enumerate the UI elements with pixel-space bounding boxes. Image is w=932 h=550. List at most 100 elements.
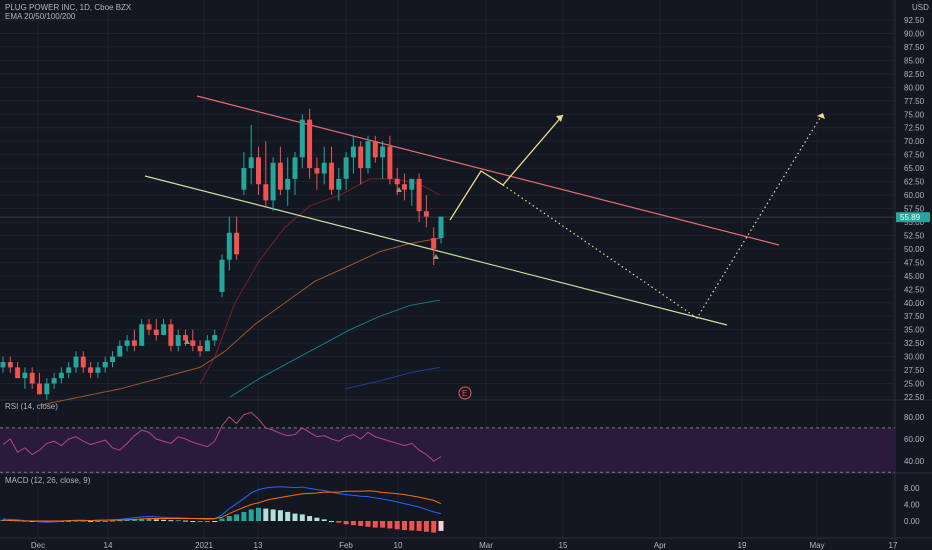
time-tick: 14 [104,541,113,550]
macd-hist-bar [387,521,393,529]
projection-dotted-path[interactable] [502,112,824,319]
macd-hist-bar [292,513,298,521]
price-tick: 57.50 [904,205,925,214]
price-tick: 80.00 [904,83,925,92]
price-tick: 27.50 [904,366,925,375]
macd-hist-bar [358,521,364,526]
candle-body [431,238,437,249]
macd-hist-bar [161,519,167,521]
macd-hist-bar [66,521,72,522]
price-tick: 22.50 [904,393,925,402]
macd-hist-bar [299,514,305,521]
macd-hist-bar [219,518,225,521]
price-tick: 37.50 [904,312,925,321]
macd-hist-bar [372,521,378,528]
candle-body [29,372,35,384]
candle-body [80,356,86,368]
candle-body [102,361,108,368]
macd-hist-bar [365,521,371,527]
price-tick: 32.50 [904,339,925,348]
candle-body [285,178,291,190]
macd-hist-bar [270,509,276,521]
ema100-line [229,299,441,398]
macd-hist-bar [321,519,327,521]
macd-tick: 0.00 [904,517,920,526]
time-tick: May [809,541,824,550]
projection-path[interactable] [449,114,564,221]
macd-hist-bar [146,518,152,521]
candle-body [131,340,137,346]
macd-hist-bar [168,520,174,522]
macd-hist-bar [175,520,181,522]
channel-upper-line[interactable] [196,95,780,246]
candle-body [372,141,378,158]
candle-body [241,168,247,190]
candle-body [197,345,203,352]
candle-body [219,259,225,292]
time-tick: 13 [254,541,263,550]
candle-body [204,340,210,352]
macd-hist-bar [416,521,422,531]
candle-body [183,335,188,341]
time-tick: 17 [889,541,898,550]
candle-body [22,372,28,379]
macd-hist-bar [102,521,108,522]
macd-hist-bar [350,521,356,526]
macd-hist-bar [307,516,313,521]
macd-legend[interactable]: MACD (12, 26, close, 9) [5,476,91,485]
candle-body [161,324,167,336]
candle-body [307,119,313,169]
rsi-legend[interactable]: RSI (14, close) [5,402,58,411]
macd-hist-bar [394,521,400,530]
time-tick: 15 [559,541,568,550]
earnings-label: E [462,389,467,398]
time-axis[interactable]: Dec 14 2021 13 Feb 10 Mar 15 Apr 19 May 17 [31,541,898,550]
time-tick: 10 [394,541,403,550]
macd-hist-bar [234,514,240,521]
macd-hist-bar [226,516,232,521]
macd-hist-bar [183,520,188,522]
macd-hist-bar [343,521,349,525]
candle-body [37,383,42,395]
macd-hist-bar [124,519,130,521]
channel-lower-line[interactable] [144,175,728,326]
rsi-pane[interactable]: 80.00 60.00 40.00 [0,411,925,473]
ema-legend[interactable]: EMA 20/50/100/200 [5,12,76,21]
macd-hist-bar [409,521,415,531]
ema50-line [39,237,441,406]
macd-hist-bar [285,511,291,521]
price-tick: 45.00 [904,272,925,281]
signal-triangle-icon [433,254,439,259]
price-tick: 90.00 [904,29,925,38]
rsi-line [2,411,442,462]
candle-body [66,367,72,373]
price-tick: 82.50 [904,70,925,79]
symbol-title[interactable]: PLUG POWER INC, 1D, Cboe BZX [5,3,132,12]
macd-hist-bar [95,521,101,522]
candle-body [212,335,218,341]
earnings-icon[interactable] [458,386,472,400]
time-tick: Dec [31,541,45,550]
rsi-tick: 40.00 [904,457,925,466]
ema200-line [344,366,441,390]
macd-pane[interactable]: 8.00 4.00 0.00 [0,484,921,533]
trend-drawings[interactable] [144,95,825,326]
time-tick: 19 [738,541,747,550]
candle-body [343,157,349,179]
macd-hist-bar [248,509,254,521]
last-price-badge [896,212,930,223]
price-tick: 70.00 [904,137,925,146]
price-tick: 55.00 [904,218,925,227]
price-axis[interactable]: 92.50 90.00 87.50 85.00 82.50 80.00 77.50 75.00… [896,16,930,402]
currency-label[interactable]: USD [912,3,929,12]
candle-body [234,232,240,255]
macd-tick: 4.00 [904,501,920,510]
last-price-label: 55.89 [900,213,921,222]
macd-hist-bar [380,521,386,528]
candle-body [73,356,79,368]
macd-hist-bar [190,521,196,522]
price-tick: 42.50 [904,285,925,294]
macd-hist-bar [197,521,203,522]
price-tick: 85.00 [904,56,925,65]
